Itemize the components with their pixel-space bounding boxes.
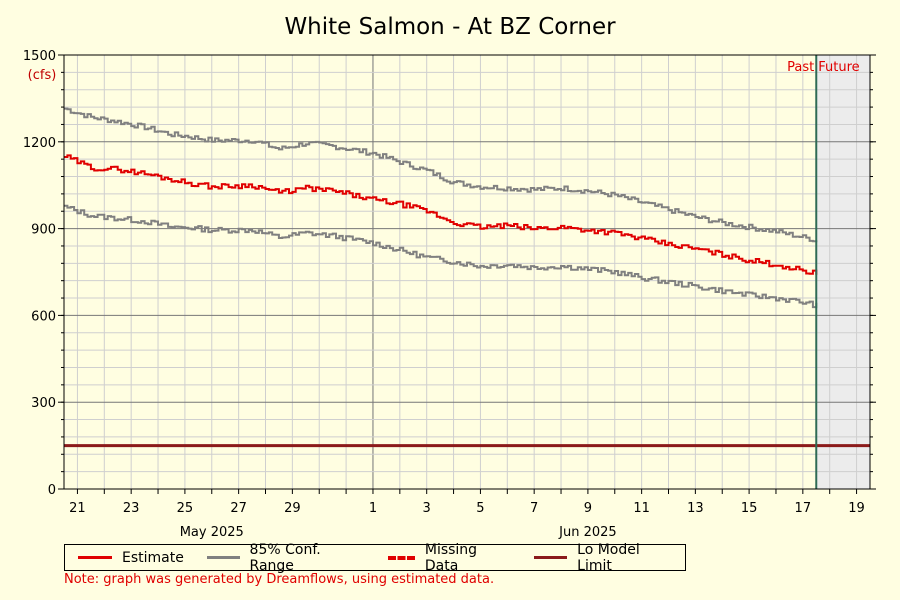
month-label: Jun 2025 xyxy=(558,525,617,540)
y-tick-label: 300 xyxy=(31,396,56,411)
legend: Estimate 85% Conf. Range Missing Data Lo… xyxy=(64,541,686,574)
legend-item-missing-data: Missing Data xyxy=(387,541,512,574)
y-unit-label: (cfs) xyxy=(28,68,57,83)
series-layer xyxy=(64,55,870,489)
series-conf-upper xyxy=(64,107,818,243)
plot-area xyxy=(64,55,870,489)
x-tick-label: 1 xyxy=(369,501,377,516)
month-label: May 2025 xyxy=(180,525,244,540)
plot-background xyxy=(64,55,870,489)
legend-swatch-missing-data xyxy=(387,555,415,560)
footnote: Note: graph was generated by Dreamflows,… xyxy=(64,572,495,587)
legend-label: 85% Conf. Range xyxy=(249,541,321,574)
x-tick-label: 25 xyxy=(177,501,194,516)
x-tick-label: 29 xyxy=(284,501,301,516)
x-tick-label: 13 xyxy=(687,501,704,516)
past-label: Past xyxy=(787,60,814,75)
x-tick-label: 5 xyxy=(476,501,484,516)
x-tick-label: 17 xyxy=(795,501,812,516)
x-tick-label: 19 xyxy=(848,501,865,516)
y-tick-label: 600 xyxy=(31,309,56,324)
series-estimate xyxy=(64,154,818,275)
legend-item-lo-model-limit: Lo Model Limit xyxy=(534,542,675,574)
y-tick-label: 1500 xyxy=(23,49,56,64)
future-region xyxy=(816,55,870,489)
chart-title: White Salmon - At BZ Corner xyxy=(284,14,616,40)
x-tick-label: 15 xyxy=(741,501,758,516)
x-tick-label: 3 xyxy=(423,501,431,516)
legend-item-conf-range: 85% Conf. Range xyxy=(206,541,365,574)
x-tick-label: 11 xyxy=(633,501,650,516)
legend-swatch-conf-range xyxy=(206,556,240,559)
series-conf-lower xyxy=(64,204,818,309)
legend-swatch-lo-model-limit xyxy=(534,556,568,559)
x-tick-label: 27 xyxy=(230,501,247,516)
x-tick-label: 7 xyxy=(530,501,538,516)
legend-label: Estimate xyxy=(122,549,184,566)
future-label: Future xyxy=(818,60,859,75)
legend-label: Missing Data xyxy=(424,541,478,574)
x-tick-label: 9 xyxy=(584,501,592,516)
x-tick-label: 23 xyxy=(123,501,140,516)
legend-item-estimate: Estimate xyxy=(78,550,184,566)
legend-label: Lo Model Limit xyxy=(577,541,640,574)
x-tick-label: 21 xyxy=(69,501,86,516)
plot-frame xyxy=(63,54,871,490)
y-tick-label: 1200 xyxy=(23,136,56,151)
y-tick-label: 0 xyxy=(48,483,56,498)
legend-swatch-estimate xyxy=(78,556,112,559)
y-tick-label: 900 xyxy=(31,223,56,238)
